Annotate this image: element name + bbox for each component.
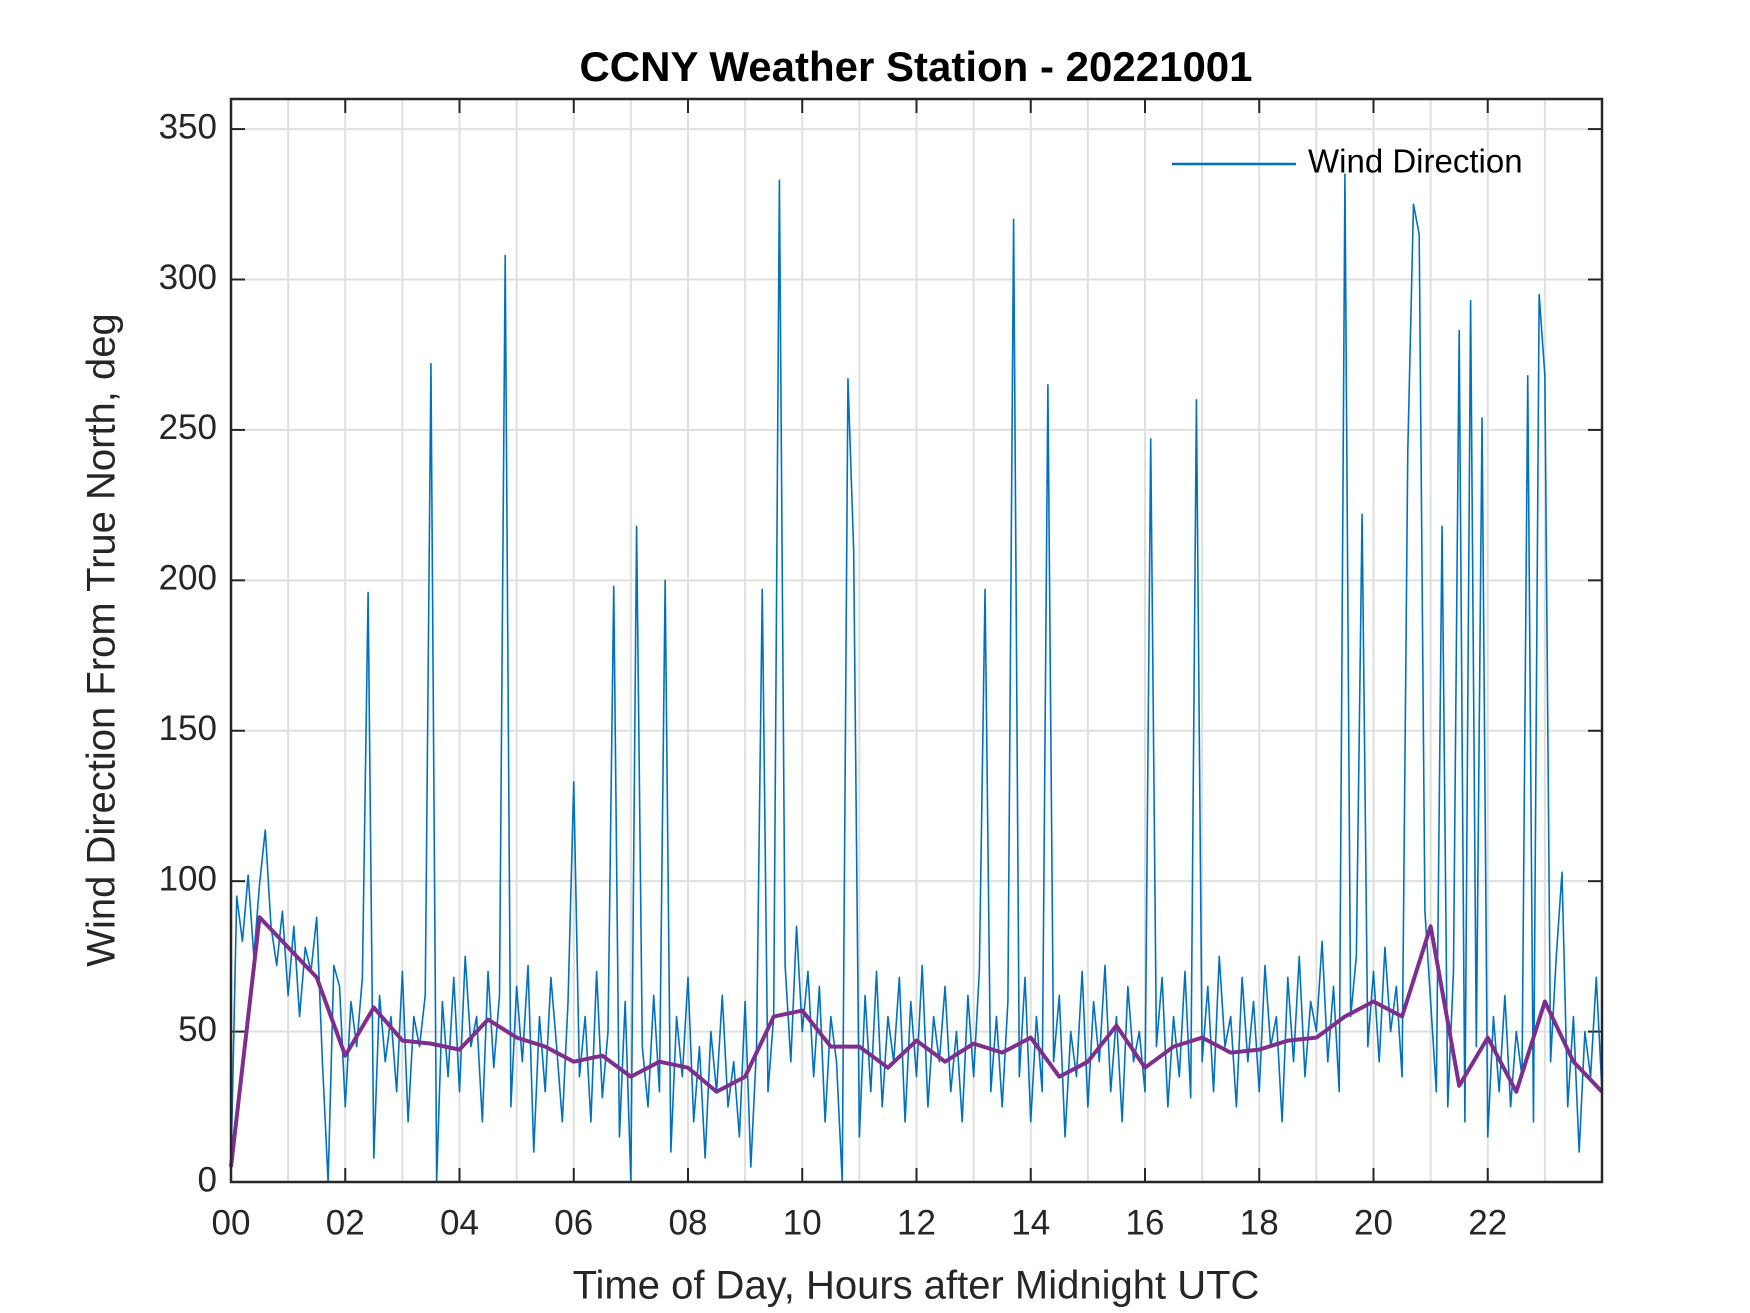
y-tick-label: 100 xyxy=(159,859,217,898)
data-line xyxy=(230,173,1603,1183)
y-tick-label: 0 xyxy=(198,1160,217,1199)
x-tick-label: 14 xyxy=(1011,1203,1050,1242)
x-tick-label: 10 xyxy=(783,1203,822,1242)
x-tick-label: 20 xyxy=(1354,1203,1393,1242)
y-tick-label: 150 xyxy=(159,709,217,748)
y-tick-label: 50 xyxy=(178,1010,217,1049)
x-tick-label: 22 xyxy=(1468,1203,1507,1242)
y-tick-label: 350 xyxy=(159,107,217,146)
y-axis-label: Wind Direction From True North, deg xyxy=(80,313,124,967)
x-tick-label: 08 xyxy=(669,1203,708,1242)
chart-title: CCNY Weather Station - 20221001 xyxy=(579,43,1252,90)
y-tick-label: 200 xyxy=(159,559,217,598)
x-tick-label: 18 xyxy=(1240,1203,1279,1242)
x-tick-label: 02 xyxy=(326,1203,365,1242)
plot-frame xyxy=(229,97,1604,1184)
legend-label: Wind Direction xyxy=(1308,143,1523,180)
x-axis-label: Time of Day, Hours after Midnight UTC xyxy=(573,1264,1260,1308)
y-tick-label: 250 xyxy=(159,408,217,447)
data-line xyxy=(229,915,1604,1168)
x-tick-label: 12 xyxy=(897,1203,936,1242)
x-tick-label: 00 xyxy=(212,1203,251,1242)
x-tick-label: 06 xyxy=(554,1203,593,1242)
x-tick-label: 04 xyxy=(440,1203,479,1242)
y-tick-label: 300 xyxy=(159,258,217,297)
x-tick-label: 16 xyxy=(1126,1203,1165,1242)
